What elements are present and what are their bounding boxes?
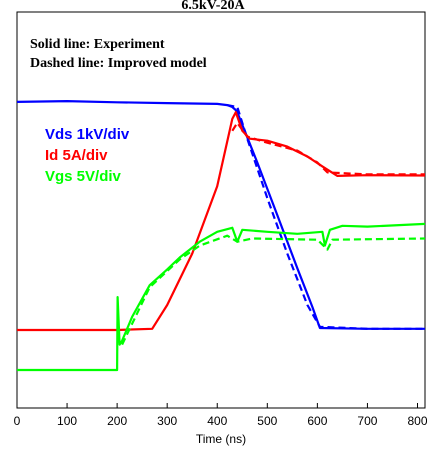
x-tick-label: 200 [107, 414, 127, 428]
x-tick-label: 600 [307, 414, 327, 428]
experiment-line [17, 222, 426, 372]
plot-frame [16, 11, 426, 409]
x-tick-label: 700 [357, 414, 377, 428]
x-axis-label: Time (ns) [196, 432, 246, 446]
legend-entry: Vgs 5V/div [45, 168, 122, 185]
annotation: Dashed line: Improved model [30, 56, 207, 71]
model-line [231, 121, 425, 176]
chart-title: 6.5kV-20A [181, 0, 245, 13]
x-tick-label: 500 [257, 414, 277, 428]
x-tick-label: 100 [57, 414, 77, 428]
experiment-line [16, 100, 425, 330]
annotation: Solid line: Experiment [30, 37, 165, 52]
legend-entry: Vds 1kV/div [45, 126, 130, 143]
experiment-line [17, 111, 426, 332]
x-tick-label: 400 [207, 414, 227, 428]
legend-entry: Id 5A/div [45, 147, 108, 164]
x-tick-label: 0 [14, 414, 21, 428]
x-tick-label: 800 [407, 414, 427, 428]
x-tick-label: 300 [157, 414, 177, 428]
